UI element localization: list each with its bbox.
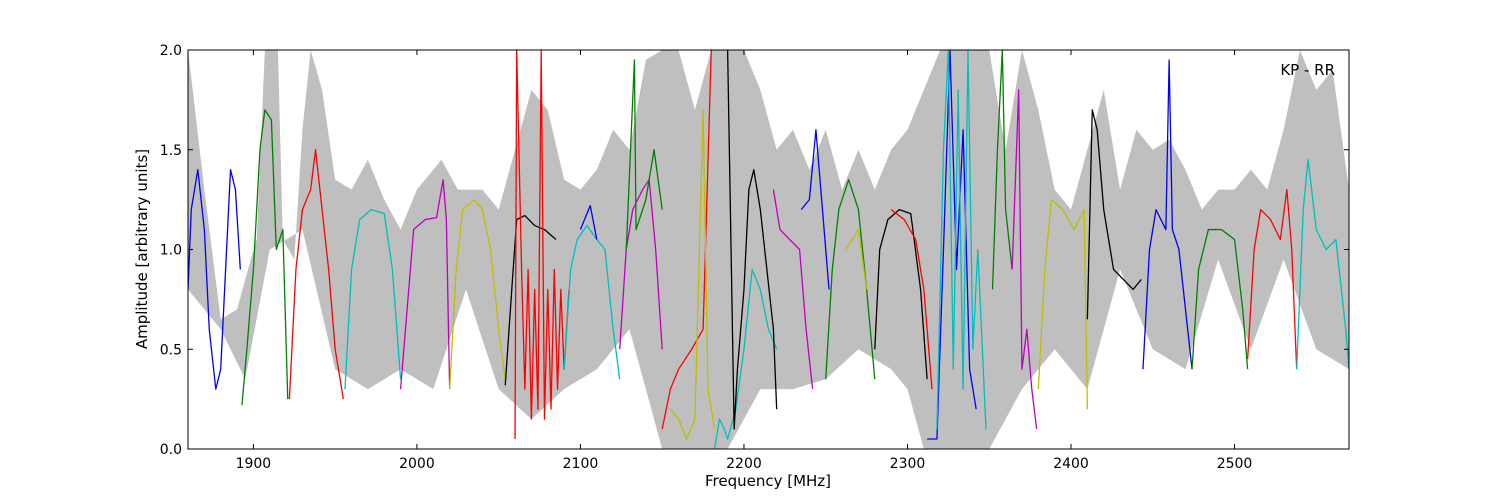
- series-line-12: [625, 59, 663, 250]
- series-line-24: [936, 50, 987, 430]
- y-tick-label: 1.0: [160, 243, 182, 259]
- series-line-32: [1296, 159, 1349, 370]
- y-tick-label: 0.5: [160, 342, 182, 358]
- series-line-27: [1037, 198, 1089, 410]
- series-line-22: [890, 209, 933, 390]
- x-tick-label: 2300: [890, 456, 926, 472]
- x-tick-label: 1900: [236, 456, 272, 472]
- x-tick-label: 2100: [563, 456, 599, 472]
- series-line-10: [579, 204, 598, 240]
- series-line-31: [1246, 188, 1298, 370]
- envelope-area: [188, 50, 1349, 449]
- x-tick-label: 2200: [726, 456, 762, 472]
- y-tick-label: 1.5: [160, 143, 182, 159]
- x-tick-label: 2000: [399, 456, 435, 472]
- x-axis: 1900 2000 2100 2200 2300 2400 2500: [236, 50, 1253, 472]
- series-line-20: [844, 228, 868, 290]
- x-tick-label: 2500: [1217, 456, 1253, 472]
- series-line-14: [669, 109, 716, 440]
- series-line-1: [188, 169, 241, 390]
- x-axis-title: Frequency [MHz]: [705, 472, 831, 490]
- series-line-29: [1142, 59, 1193, 370]
- series-line-9: [563, 224, 621, 380]
- series-line-8: [514, 50, 570, 440]
- series-line-6: [448, 198, 506, 390]
- series-line-4: [344, 208, 402, 390]
- y-axis: 0.0 0.5 1.0 1.5 2.0: [160, 43, 1349, 458]
- series-line-13: [661, 50, 712, 430]
- series-lines: [188, 50, 1349, 449]
- series-line-2: [241, 109, 289, 406]
- y-tick-label: 2.0: [160, 43, 182, 59]
- background-envelope: [188, 50, 1349, 449]
- series-line-3: [288, 149, 344, 400]
- series-line-25: [991, 50, 1013, 290]
- channel-annotation: KP - RR: [1280, 61, 1335, 79]
- series-line-18: [800, 129, 830, 290]
- series-line-7: [504, 214, 557, 386]
- series-line-5: [399, 179, 451, 390]
- series-line-16: [726, 50, 778, 430]
- series-line-30: [1191, 228, 1249, 370]
- series-line-26: [1011, 89, 1038, 430]
- y-tick-label: 0.0: [160, 442, 182, 458]
- y-axis-title: Amplitude [arbitrary units]: [133, 149, 151, 349]
- series-line-21: [874, 208, 928, 380]
- series-line-15: [713, 268, 778, 449]
- x-tick-label: 2400: [1053, 456, 1089, 472]
- series-line-17: [772, 189, 814, 390]
- series-line-28: [1086, 109, 1142, 320]
